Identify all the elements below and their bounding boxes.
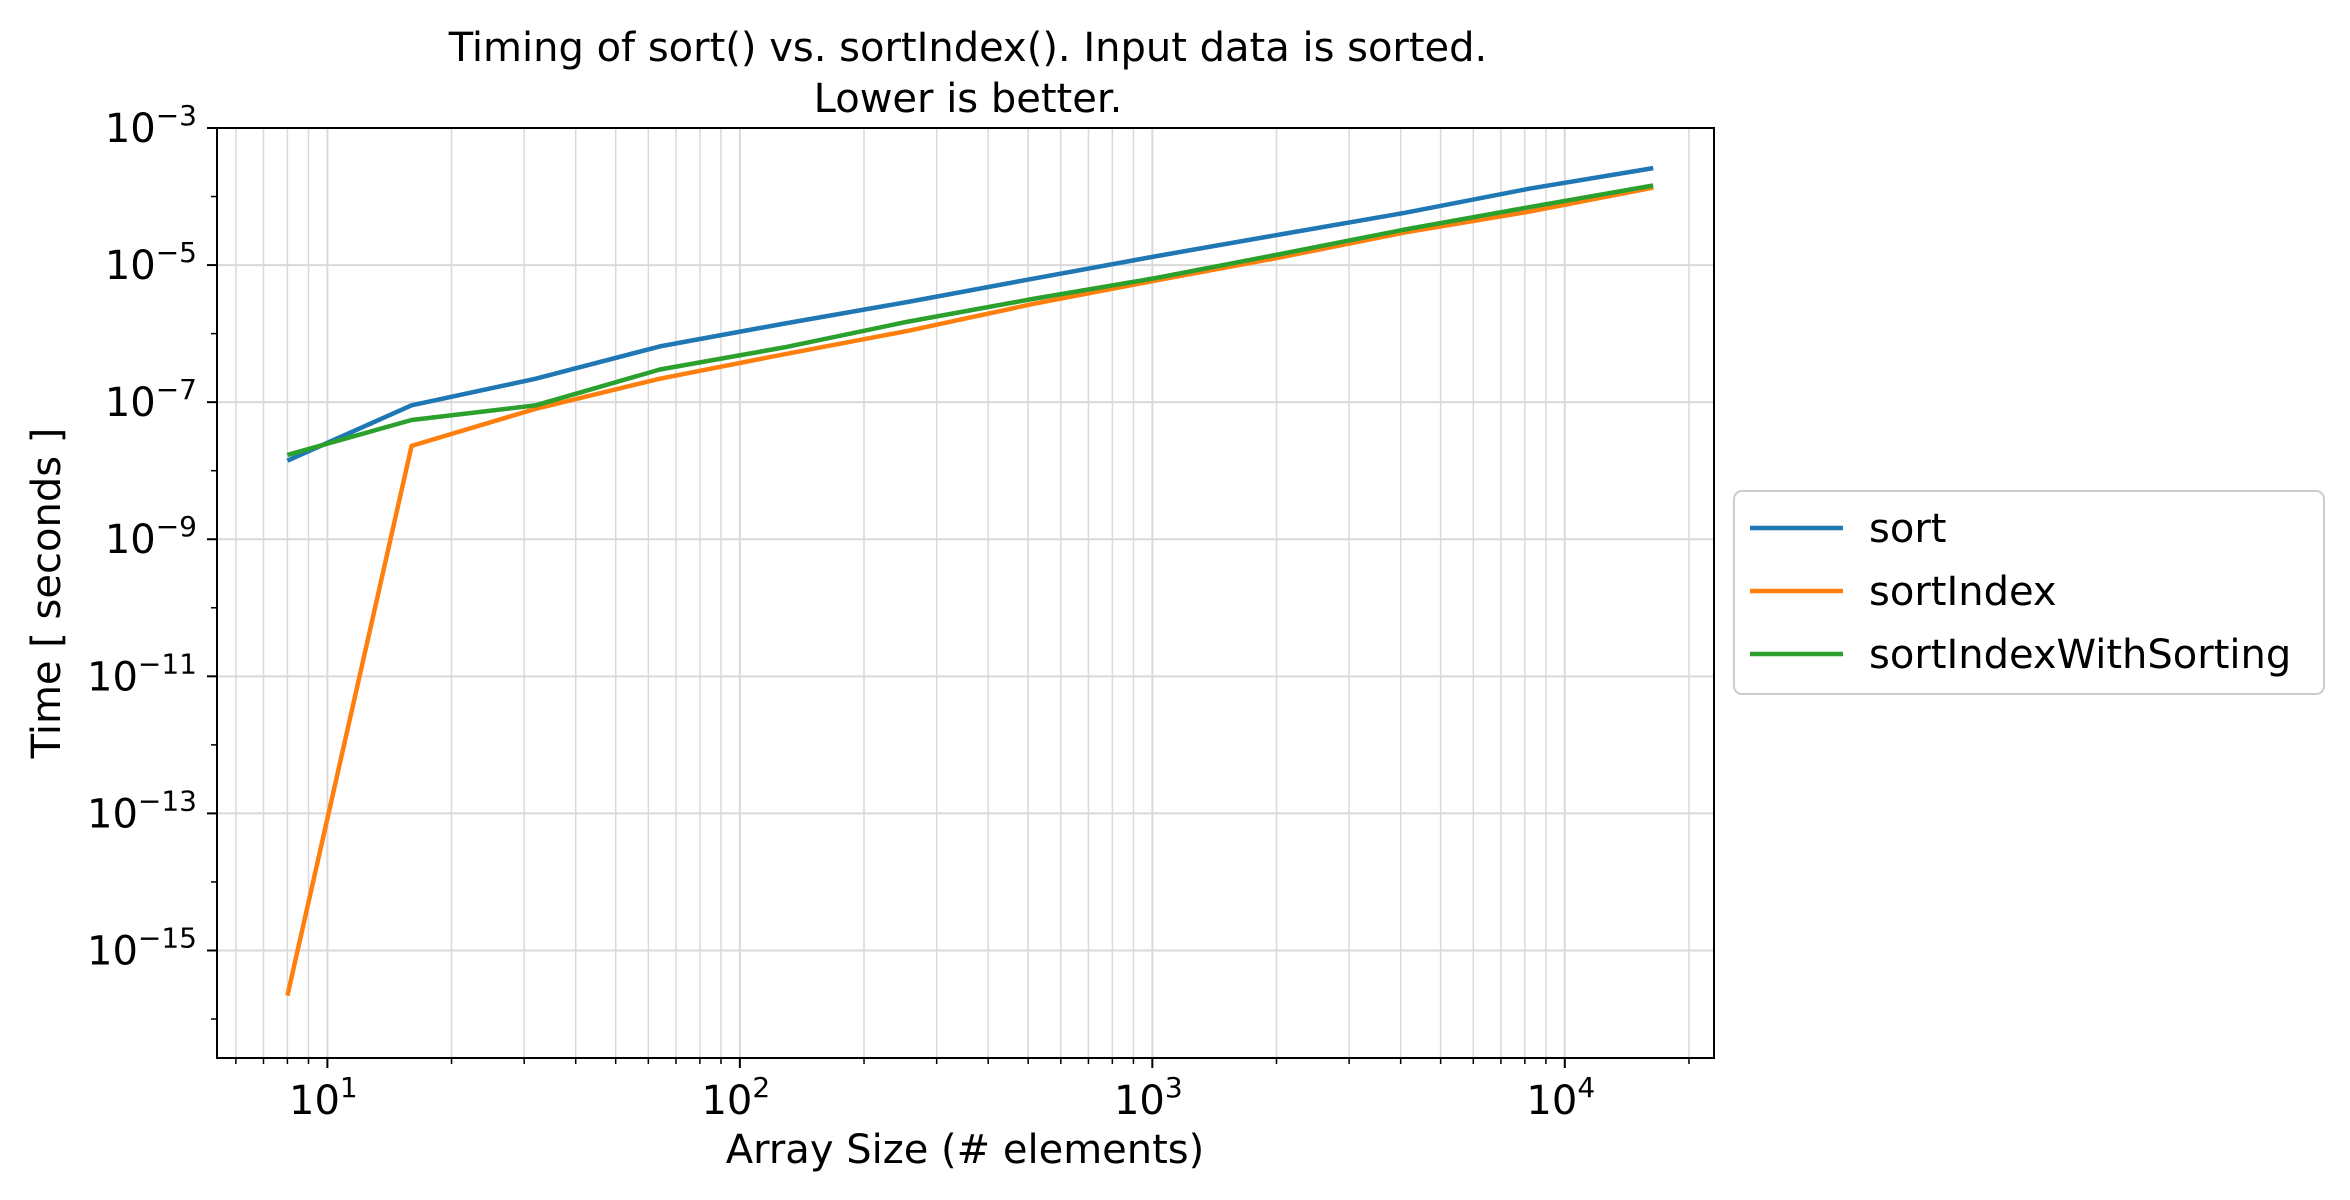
y-tick-label: 10−9 — [105, 510, 197, 563]
y-tick-label: 10−15 — [87, 921, 197, 974]
x-axis-ticks: 101 102 103 104 — [235, 1058, 1690, 1124]
x-tick-label: 101 — [289, 1071, 358, 1124]
y-axis-ticks: 10−3 10−5 10−7 10−9 10−11 10−13 10−15 — [87, 99, 217, 1020]
y-tick-label: 10−5 — [105, 236, 197, 289]
chart-subtitle: Lower is better. — [814, 76, 1123, 122]
y-tick-label: 10−7 — [105, 373, 197, 426]
series-line-sort — [286, 165, 1654, 463]
legend-label-sort: sort — [1869, 506, 1946, 552]
grid — [217, 127, 1714, 1058]
series-line-sortIndex — [285, 185, 1654, 997]
series-lines — [285, 165, 1654, 997]
x-tick-label: 102 — [701, 1071, 770, 1124]
legend-box — [1733, 490, 2325, 695]
x-tick-label: 104 — [1526, 1071, 1595, 1124]
y-tick-label: 10−3 — [105, 99, 197, 152]
plot-frame — [216, 127, 1715, 1059]
y-axis-label: Time [ seconds ] — [24, 428, 70, 760]
y-tick-label: 10−13 — [87, 784, 197, 837]
y-tick-label: 10−11 — [87, 647, 197, 700]
legend-items: sort sortIndex sortIndexWithSorting — [1750, 506, 2291, 678]
legend-label-sortIndex: sortIndex — [1869, 569, 2057, 615]
series-line-sortIndexWithSorting — [286, 183, 1654, 458]
legend-label-sortIndexWithSorting: sortIndexWithSorting — [1869, 632, 2291, 678]
legend: sort sortIndex sortIndexWithSorting — [1733, 490, 2325, 695]
chart-title: Timing of sort() vs. sortIndex(). Input … — [448, 25, 1488, 71]
x-axis-label: Array Size (# elements) — [726, 1127, 1205, 1173]
x-tick-label: 103 — [1114, 1071, 1183, 1124]
